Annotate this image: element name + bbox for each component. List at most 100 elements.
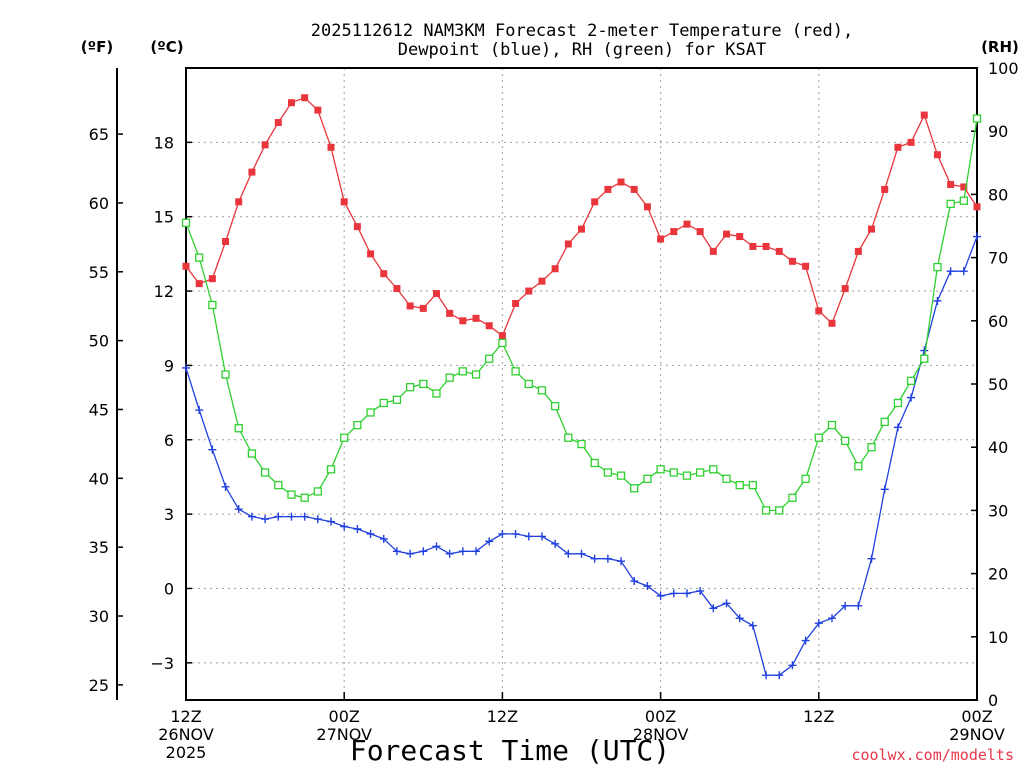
data-point [696,586,705,595]
data-point [815,307,823,315]
data-point [788,257,796,265]
data-point [181,218,191,227]
data-point [801,474,810,483]
data-point [459,317,467,325]
data-point [880,485,889,494]
data-point [709,465,718,474]
data-point [854,247,862,255]
data-point [643,203,651,211]
data-point [248,168,256,176]
data-point [419,304,427,312]
data-point [419,547,428,556]
x-tick-label: 12Z [803,707,834,726]
data-point [590,554,599,563]
data-point [247,449,257,458]
data-point [788,493,797,502]
celsius-tick-label: 0 [164,579,174,598]
series-line [185,118,978,512]
data-point [656,465,665,474]
data-point [788,661,797,670]
data-point [234,505,243,514]
data-point [616,471,626,480]
credit-text: coolwx.com/modelts [851,746,1014,764]
data-point [630,185,638,193]
data-point [472,314,480,322]
series-rh-open-square [181,114,982,515]
data-point [313,515,322,524]
data-point [406,549,415,558]
data-point [405,383,415,392]
data-point [326,465,336,474]
data-point [525,287,533,295]
data-point [471,370,481,379]
fahrenheit-tick-label: 55 [89,263,109,282]
rh-tick-label: 10 [988,628,1008,647]
chart-title-line-2: Dewpoint (blue), RH (green) for KSAT [398,40,766,60]
data-point [881,185,889,193]
data-point [379,398,388,408]
data-point [432,542,441,551]
data-point [868,225,876,233]
data-point [511,367,520,376]
data-point [973,203,981,211]
fahrenheit-tick-label: 30 [89,607,109,626]
rh-tick-label: 70 [988,249,1008,268]
rh-tick-label: 100 [988,59,1019,78]
data-point [801,636,810,645]
rh-tick-label: 80 [988,185,1008,204]
fahrenheit-tick-label: 50 [89,332,109,351]
data-point [827,614,836,623]
rh-unit-label: (RH) [981,38,1019,56]
data-point [643,581,652,590]
fahrenheit-tick-label: 60 [89,194,109,213]
data-point [327,143,335,151]
fahrenheit-tick-label: 35 [89,538,109,557]
data-point [920,111,928,119]
data-point [920,354,929,363]
data-point [643,474,652,483]
data-point [367,250,375,258]
data-point [419,379,428,389]
data-point [761,506,771,515]
data-point [893,398,903,408]
data-point [682,589,691,598]
data-point [261,141,269,149]
data-point [340,433,349,442]
x-tick-label: 29NOV [949,725,1005,744]
data-point [261,515,270,524]
data-point [432,290,440,298]
data-point [735,480,744,490]
data-point [709,247,717,255]
fahrenheit-unit-label: (ºF) [81,38,113,56]
data-point [920,346,929,355]
data-point [775,506,784,515]
data-point [340,522,349,531]
data-point [195,280,203,288]
data-point [802,262,810,270]
data-point [511,529,520,538]
data-point [683,220,691,228]
rh-tick-label: 0 [988,691,998,710]
data-point [959,196,968,205]
data-point [854,601,863,610]
data-point [366,408,375,417]
data-point [524,379,533,389]
data-point [472,547,481,556]
x-tick-label: 00Z [645,707,676,726]
data-point [380,270,388,278]
x-axis-label: Forecast Time (UTC) [350,734,670,767]
data-point [735,614,744,623]
data-point [603,554,612,563]
data-point [234,424,243,433]
data-point [591,198,599,206]
data-point [947,180,955,188]
data-point [709,604,718,613]
x-tick-label: 28NOV [633,725,689,744]
data-point [578,225,585,233]
data-point [221,482,230,491]
data-point [972,114,982,123]
data-point [538,277,546,285]
data-point [682,471,692,480]
data-point [537,386,547,395]
data-point [235,198,243,206]
